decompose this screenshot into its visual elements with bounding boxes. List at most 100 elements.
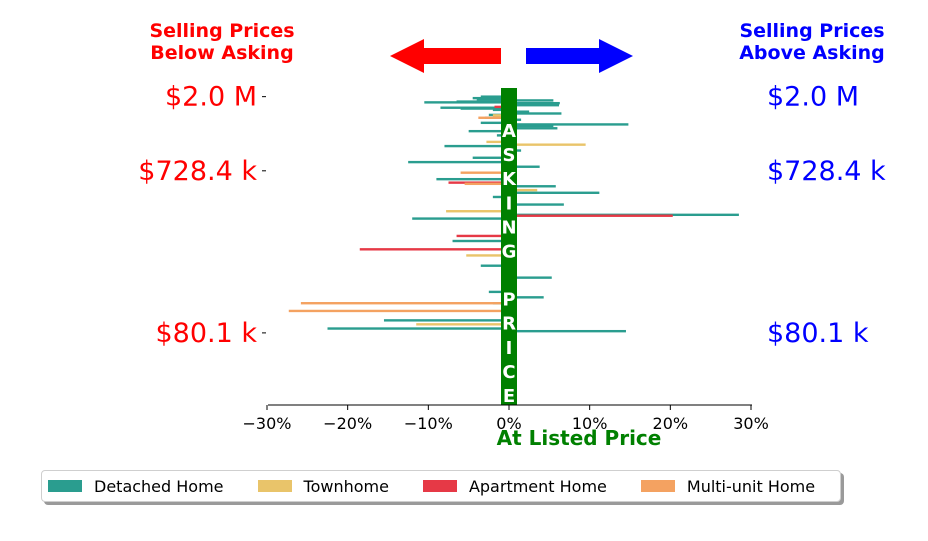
below-asking-title: Selling Prices Below Asking xyxy=(120,20,324,64)
x-axis-label: At Listed Price xyxy=(497,426,662,450)
band-letter-1: S xyxy=(503,145,516,166)
x-tick-label-1: −20% xyxy=(323,414,372,433)
bar-townhome-5 xyxy=(466,254,509,257)
bar-townhome-6 xyxy=(416,323,509,326)
bar-townhome-1 xyxy=(486,140,509,144)
bar-detached-home-42 xyxy=(509,329,626,333)
bar-detached-home-31 xyxy=(509,203,564,206)
legend-label-detached-home: Detached Home xyxy=(94,476,224,496)
bar-townhome-3 xyxy=(509,188,538,192)
x-tick-label-0: −30% xyxy=(243,414,292,433)
bar-detached-home-20 xyxy=(468,129,509,133)
legend-item-detached-home: Detached Home xyxy=(48,477,224,496)
x-tick-label-6: 30% xyxy=(733,414,769,433)
direction-arrows xyxy=(390,39,633,73)
legend-label-apartment-home: Apartment Home xyxy=(468,476,607,496)
bar-detached-home-17 xyxy=(509,123,629,126)
x-tick-label-3: 0% xyxy=(496,414,521,433)
bar-detached-home-24 xyxy=(472,156,509,159)
bar-detached-home-27 xyxy=(436,177,509,181)
band-letter-6: P xyxy=(502,290,515,311)
legend-item-townhome: Townhome xyxy=(257,476,389,496)
legend: Detached Home Townhome Apartment Home Multi… xyxy=(41,470,841,502)
band-letter-10: E xyxy=(503,386,515,407)
bar-detached-home-30 xyxy=(492,195,509,199)
bar-detached-home-41 xyxy=(327,327,509,330)
bar-multi-unit-home-0 xyxy=(478,116,509,119)
bar-detached-home-33 xyxy=(412,217,509,220)
right-price-label-0: $2.0 M xyxy=(767,82,859,113)
bar-apartment-home-4 xyxy=(359,248,509,251)
bar-detached-home-35 xyxy=(480,264,509,267)
legend-swatch-apartment-home xyxy=(422,480,457,492)
bar-detached-home-29 xyxy=(509,191,600,194)
band-letter-2: K xyxy=(502,169,517,190)
bar-detached-home-36 xyxy=(509,276,552,279)
bar-detached-home-3 xyxy=(509,99,554,102)
bar-townhome-2 xyxy=(509,143,586,146)
above-asking-line1: Selling Prices xyxy=(739,20,885,42)
legend-label-townhome: Townhome xyxy=(303,476,389,496)
bar-detached-home-34 xyxy=(452,239,509,243)
left-arrow-icon xyxy=(390,39,501,73)
x-tick-label-4: 10% xyxy=(572,414,608,433)
right-price-axis: $2.0 M $728.4 k $80.1 k xyxy=(767,82,886,349)
below-asking-line1: Selling Prices xyxy=(149,20,295,42)
asking-price-band xyxy=(501,88,517,405)
right-price-label-1: $728.4 k xyxy=(767,156,886,187)
band-letter-7: R xyxy=(502,314,516,335)
bar-detached-home-6 xyxy=(509,101,560,105)
band-letter-5: G xyxy=(502,241,517,262)
bar-multi-unit-home-3 xyxy=(300,302,509,305)
bar-detached-home-22 xyxy=(444,144,509,148)
right-price-label-2: $80.1 k xyxy=(767,318,869,349)
band-letter-4: N xyxy=(501,217,516,238)
bar-detached-home-18 xyxy=(509,124,554,128)
left-price-label-1: $728.4 k xyxy=(138,156,257,187)
bar-detached-home-0 xyxy=(480,95,509,98)
legend-swatch-detached-home xyxy=(48,480,82,492)
bar-detached-home-38 xyxy=(509,296,544,299)
above-asking-line2: Above Asking xyxy=(739,42,885,64)
legend-label-multi-unit-home: Multi-unit Home xyxy=(686,476,816,496)
bar-detached-home-40 xyxy=(383,319,509,322)
bar-apartment-home-3 xyxy=(456,234,509,238)
legend-item-apartment-home: Apartment Home xyxy=(422,476,607,496)
band-letter-0: A xyxy=(502,121,516,142)
left-price-label-2: $80.1 k xyxy=(155,318,257,349)
right-arrow-icon xyxy=(526,39,633,73)
legend-swatch-townhome xyxy=(257,480,292,492)
bars-layer xyxy=(288,95,739,333)
left-price-axis: $2.0 M $728.4 k $80.1 k xyxy=(138,82,266,349)
bar-detached-home-37 xyxy=(488,290,509,294)
bar-multi-unit-home-2 xyxy=(464,182,509,186)
band-letter-3: I xyxy=(506,193,513,214)
bar-detached-home-12 xyxy=(509,112,562,115)
bar-detached-home-11 xyxy=(509,110,530,113)
x-axis: −30% −20% −10% 0% 10% 20% 30% xyxy=(243,404,769,433)
band-letter-9: C xyxy=(502,362,515,383)
x-tick-label-5: 20% xyxy=(653,414,689,433)
left-price-label-0: $2.0 M xyxy=(165,82,257,113)
bar-detached-home-9 xyxy=(460,107,509,110)
bar-detached-home-2 xyxy=(476,98,509,101)
bar-apartment-home-2 xyxy=(509,214,673,217)
bar-multi-unit-home-1 xyxy=(460,171,509,174)
band-letter-8: I xyxy=(506,338,513,359)
legend-swatch-multi-unit-home xyxy=(640,480,675,492)
above-asking-title: Selling Prices Above Asking xyxy=(715,20,909,64)
bar-detached-home-25 xyxy=(408,160,509,164)
bar-detached-home-26 xyxy=(509,165,540,168)
bar-detached-home-7 xyxy=(509,104,560,107)
bar-detached-home-28 xyxy=(509,185,556,188)
bar-townhome-4 xyxy=(446,210,509,213)
below-asking-line2: Below Asking xyxy=(150,42,294,64)
bar-detached-home-19 xyxy=(509,127,558,130)
bar-detached-home-10 xyxy=(492,108,509,112)
bar-townhome-0 xyxy=(492,114,509,117)
bar-multi-unit-home-4 xyxy=(288,309,509,313)
bar-detached-home-16 xyxy=(480,121,509,125)
bar-detached-home-5 xyxy=(424,101,509,104)
